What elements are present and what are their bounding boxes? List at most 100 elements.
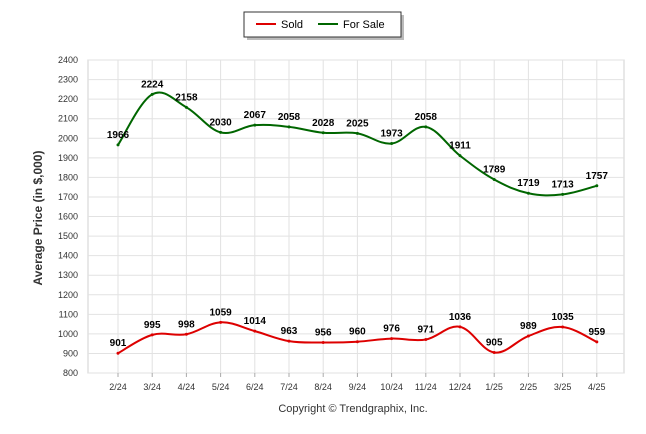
data-point-sold [321, 340, 325, 344]
data-label-sold: 959 [588, 327, 605, 338]
legend-entry-for-sale: For Sale [343, 19, 385, 31]
x-tick-label: 2/25 [520, 382, 538, 392]
data-label-for-sale: 2158 [175, 92, 198, 103]
data-point-sold [253, 329, 257, 333]
x-tick-label: 2/24 [109, 382, 127, 392]
data-point-for-sale [526, 191, 530, 195]
data-label-for-sale: 2058 [278, 112, 301, 123]
copyright-text: Copyright © Trendgraphix, Inc. [278, 403, 427, 415]
y-tick-label: 2100 [58, 114, 78, 124]
data-point-for-sale [492, 178, 496, 182]
y-tick-label: 1900 [58, 153, 78, 163]
data-label-sold: 963 [281, 326, 298, 337]
data-label-sold: 1036 [449, 312, 472, 323]
y-tick-label: 1200 [58, 290, 78, 300]
data-point-for-sale [184, 105, 188, 109]
data-label-sold: 901 [110, 338, 127, 349]
series-group [116, 91, 599, 355]
data-point-sold [390, 337, 394, 341]
y-tick-label: 2300 [58, 75, 78, 85]
data-point-for-sale [219, 130, 223, 134]
y-axis-label: Average Price (in $,000) [31, 151, 45, 286]
data-label-for-sale: 1713 [551, 179, 574, 190]
y-tick-label: 2000 [58, 133, 78, 143]
data-point-sold [561, 325, 565, 329]
data-label-for-sale: 1966 [107, 130, 130, 141]
y-tick-label: 1400 [58, 251, 78, 261]
y-tick-label: 1100 [59, 309, 78, 319]
data-point-sold [424, 338, 428, 342]
y-tick-label: 900 [63, 348, 78, 358]
y-tick-label: 1300 [58, 270, 78, 280]
data-label-sold: 989 [520, 321, 537, 332]
data-point-sold [150, 333, 154, 337]
data-point-for-sale [321, 131, 325, 135]
data-point-for-sale [595, 184, 599, 188]
data-point-sold [526, 334, 530, 338]
data-label-for-sale: 2030 [209, 117, 232, 128]
legend-entry-sold: Sold [281, 19, 303, 31]
data-point-sold [595, 340, 599, 344]
data-point-for-sale [150, 92, 154, 96]
data-label-sold: 956 [315, 327, 332, 338]
data-label-sold: 905 [486, 337, 503, 348]
y-tick-label: 1800 [58, 172, 78, 182]
x-tick-label: 7/24 [280, 382, 298, 392]
x-tick-label: 4/25 [588, 382, 606, 392]
x-tick-label: 4/24 [178, 382, 196, 392]
y-axis-ticks: 800 900 1000 1100 1200 1300 1400 1500 1600 1700 18… [58, 55, 78, 378]
data-label-for-sale: 2058 [415, 112, 438, 123]
data-point-for-sale [561, 192, 565, 196]
data-label-for-sale: 2067 [244, 110, 267, 121]
data-point-for-sale [116, 143, 120, 147]
data-label-sold: 976 [383, 324, 400, 335]
data-label-for-sale: 2025 [346, 118, 369, 129]
data-point-sold [355, 340, 359, 344]
y-tick-label: 2200 [58, 94, 78, 104]
data-point-sold [287, 339, 291, 343]
data-label-for-sale: 1973 [380, 129, 403, 140]
x-axis-ticks: 2/24 3/24 4/24 5/24 6/24 7/24 8/24 9/24 10/24 11/… [109, 382, 605, 392]
data-label-for-sale: 1789 [483, 165, 506, 176]
x-tick-label: 11/24 [415, 382, 437, 392]
x-tick-label: 3/25 [554, 382, 572, 392]
data-point-for-sale [287, 125, 291, 129]
legend: Sold For Sale [243, 11, 404, 40]
x-tick-label: 1/25 [485, 382, 503, 392]
data-label-sold: 1035 [551, 312, 574, 323]
data-point-sold [219, 320, 223, 324]
data-label-for-sale: 1757 [586, 171, 609, 182]
x-tick-label: 9/24 [349, 382, 367, 392]
y-tick-label: 1500 [58, 231, 78, 241]
data-point-for-sale [355, 131, 359, 135]
y-tick-label: 800 [63, 368, 78, 378]
data-label-for-sale: 1911 [449, 141, 471, 152]
data-label-sold: 995 [144, 320, 161, 331]
data-point-for-sale [424, 125, 428, 129]
data-label-sold: 971 [417, 325, 434, 336]
data-point-sold [184, 332, 188, 336]
x-tick-label: 3/24 [143, 382, 161, 392]
data-label-for-sale: 1719 [517, 178, 540, 189]
data-labels-group: 901 995 998 1059 1014 963 956 960 976 971 1036 905 9… [107, 79, 608, 349]
x-tick-label: 10/24 [380, 382, 403, 392]
data-label-sold: 998 [178, 319, 195, 330]
data-point-sold [458, 325, 462, 329]
data-point-for-sale [390, 142, 394, 146]
x-tick-label: 8/24 [314, 382, 332, 392]
y-tick-label: 2400 [58, 55, 78, 65]
y-tick-label: 1600 [58, 212, 78, 222]
x-tick-label: 12/24 [449, 382, 472, 392]
data-label-sold: 1059 [209, 307, 232, 318]
y-tick-label: 1000 [58, 329, 78, 339]
y-tick-label: 1700 [58, 192, 78, 202]
data-label-sold: 1014 [244, 316, 267, 327]
x-tick-label: 5/24 [212, 382, 230, 392]
data-point-sold [116, 351, 120, 355]
x-tick-label: 6/24 [246, 382, 264, 392]
data-label-for-sale: 2028 [312, 118, 335, 129]
data-point-for-sale [458, 154, 462, 158]
data-point-for-sale [253, 123, 257, 127]
data-label-sold: 960 [349, 327, 366, 338]
